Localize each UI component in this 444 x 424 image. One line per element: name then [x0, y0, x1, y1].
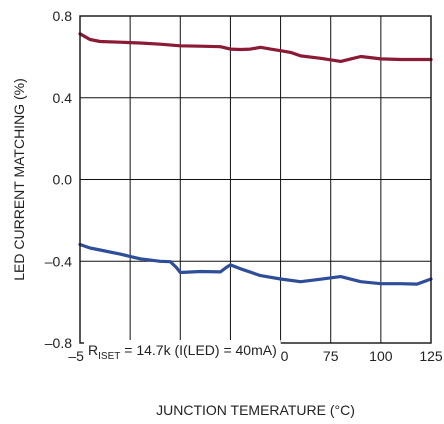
y-axis-label: LED CURRENT MATCHING (%) [11, 78, 27, 281]
x-tick-label: 100 [369, 348, 393, 364]
y-tick-label: 0.0 [53, 172, 73, 188]
x-tick-label: 125 [419, 348, 443, 364]
annotation-prefix: R [88, 342, 98, 358]
y-tick-label: –0.4 [45, 253, 72, 269]
annotation-text: RISET = 14.7k (I(LED) = 40mA) [88, 342, 277, 362]
annotation-suffix: = 14.7k (I(LED) = 40mA) [120, 342, 276, 358]
series-line-1 [78, 32, 433, 64]
series-line-2 [78, 242, 433, 286]
annotation-subscript: ISET [98, 351, 120, 362]
x-axis-label: JUNCTION TEMERATURE (°C) [156, 402, 355, 418]
x-tick-label: 75 [323, 348, 339, 364]
y-tick-label: 0.8 [53, 8, 73, 24]
annotation-background [84, 340, 281, 364]
y-tick-label: –0.8 [45, 335, 72, 351]
y-tick-label: 0.4 [53, 90, 73, 106]
y-tick-labels: 0.8 0.4 0.0 –0.4 –0.8 [45, 8, 72, 351]
series-group [78, 32, 433, 286]
